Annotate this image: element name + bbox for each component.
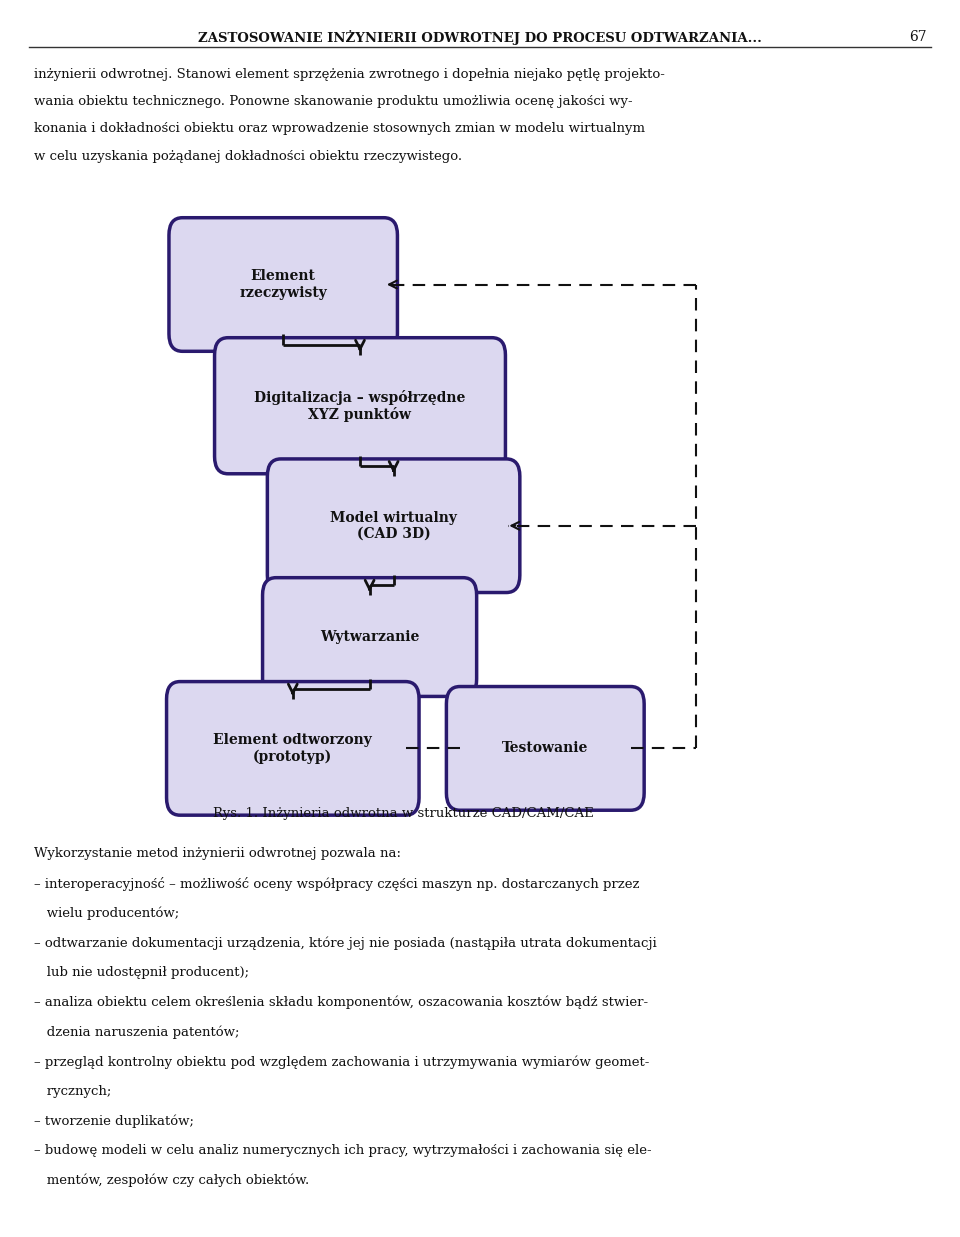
Text: – analiza obiektu celem określenia składu komponentów, oszacowania kosztów bądź : – analiza obiektu celem określenia skład… bbox=[34, 996, 648, 1009]
Text: – odtwarzanie dokumentacji urządzenia, które jej nie posiada (nastąpiła utrata d: – odtwarzanie dokumentacji urządzenia, k… bbox=[34, 936, 657, 950]
Text: rycznych;: rycznych; bbox=[34, 1085, 111, 1098]
Text: inżynierii odwrotnej. Stanowi element sprzężenia zwrotnego i dopełnia niejako pę: inżynierii odwrotnej. Stanowi element sp… bbox=[34, 68, 664, 82]
Text: konania i dokładności obiektu oraz wprowadzenie stosownych zmian w modelu wirtua: konania i dokładności obiektu oraz wprow… bbox=[34, 122, 644, 136]
Text: Element odtworzony
(prototyp): Element odtworzony (prototyp) bbox=[213, 734, 372, 763]
Text: – tworzenie duplikatów;: – tworzenie duplikatów; bbox=[34, 1115, 194, 1128]
Text: lub nie udostępnił producent);: lub nie udostępnił producent); bbox=[34, 966, 249, 980]
Text: Model wirtualny
(CAD 3D): Model wirtualny (CAD 3D) bbox=[330, 511, 457, 541]
Text: dzenia naruszenia patentów;: dzenia naruszenia patentów; bbox=[34, 1025, 239, 1039]
Text: w celu uzyskania pożądanej dokładności obiektu rzeczywistego.: w celu uzyskania pożądanej dokładności o… bbox=[34, 150, 462, 163]
Text: – interoperacyjność – możliwość oceny współpracy części maszyn np. dostarczanych: – interoperacyjność – możliwość oceny ws… bbox=[34, 877, 639, 891]
FancyBboxPatch shape bbox=[214, 338, 505, 474]
FancyBboxPatch shape bbox=[267, 459, 520, 593]
Text: Rys. 1. Inżynieria odwrotna w strukturze CAD/CAM/CAE: Rys. 1. Inżynieria odwrotna w strukturze… bbox=[213, 807, 593, 820]
Text: mentów, zespołów czy całych obiektów.: mentów, zespołów czy całych obiektów. bbox=[34, 1174, 309, 1188]
Text: Testowanie: Testowanie bbox=[502, 741, 588, 756]
FancyBboxPatch shape bbox=[262, 578, 476, 696]
Text: Digitalizacja – współrzędne
XYZ punktów: Digitalizacja – współrzędne XYZ punktów bbox=[254, 390, 466, 422]
Text: 67: 67 bbox=[909, 30, 926, 43]
Text: Wykorzystanie metod inżynierii odwrotnej pozwala na:: Wykorzystanie metod inżynierii odwrotnej… bbox=[34, 847, 400, 861]
Text: Element
rzeczywisty: Element rzeczywisty bbox=[239, 270, 327, 299]
FancyBboxPatch shape bbox=[167, 682, 419, 815]
FancyBboxPatch shape bbox=[446, 687, 644, 810]
Text: wania obiektu technicznego. Ponowne skanowanie produktu umożliwia ocenę jakości : wania obiektu technicznego. Ponowne skan… bbox=[34, 95, 633, 109]
FancyBboxPatch shape bbox=[169, 218, 397, 351]
Text: – przegląd kontrolny obiektu pod względem zachowania i utrzymywania wymiarów geo: – przegląd kontrolny obiektu pod względe… bbox=[34, 1055, 649, 1069]
Text: Wytwarzanie: Wytwarzanie bbox=[320, 630, 420, 644]
Text: ZASTOSOWANIE INŻYNIERII ODWROTNEJ DO PROCESU ODTWARZANIA...: ZASTOSOWANIE INŻYNIERII ODWROTNEJ DO PRO… bbox=[198, 30, 762, 45]
Text: wielu producentów;: wielu producentów; bbox=[34, 907, 179, 920]
Text: – budowę modeli w celu analiz numerycznych ich pracy, wytrzymałości i zachowania: – budowę modeli w celu analiz numeryczny… bbox=[34, 1144, 651, 1158]
